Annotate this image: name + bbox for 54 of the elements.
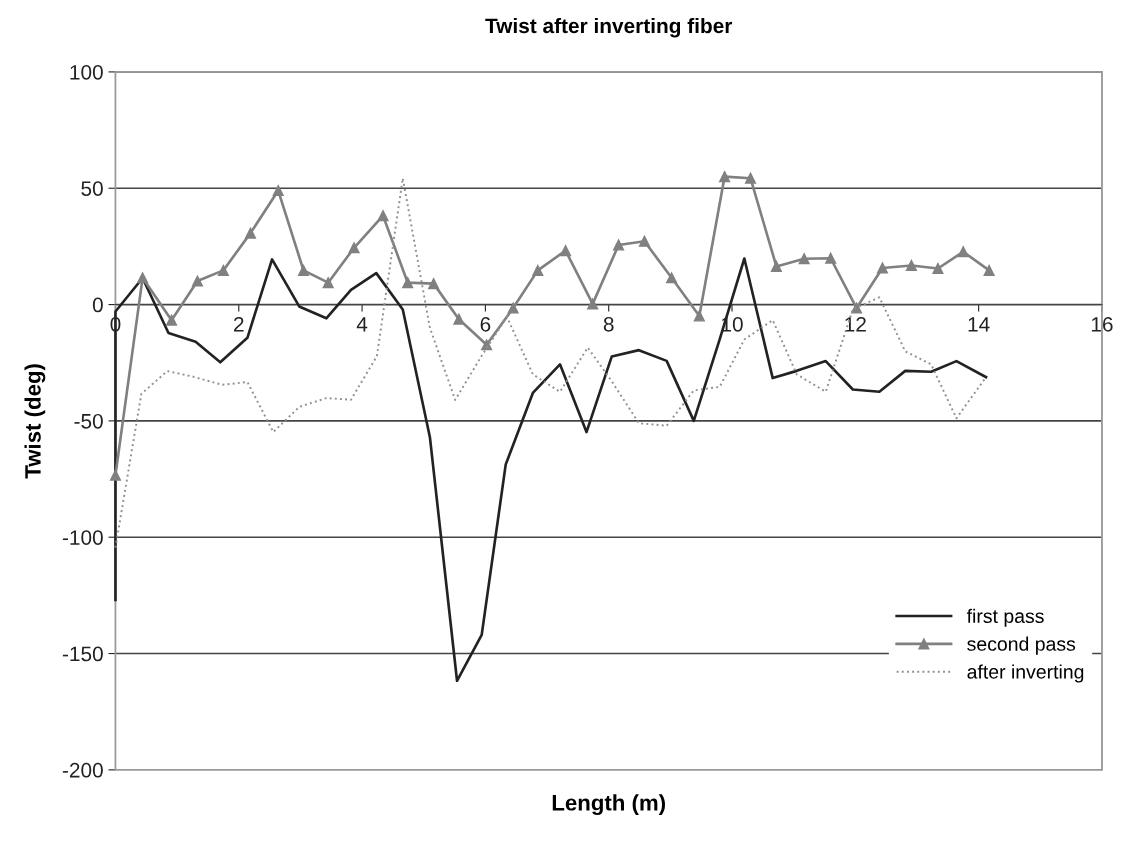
- chart-title: Twist after inverting fiber: [485, 17, 733, 38]
- x-tick-label: 4: [356, 317, 368, 332]
- point: [850, 302, 863, 314]
- y-tick-label: -100: [62, 530, 103, 545]
- point: [137, 272, 149, 284]
- x-tick-label: 12: [845, 316, 866, 332]
- point: [825, 252, 837, 264]
- point: [666, 272, 678, 284]
- point: [587, 298, 599, 310]
- y-tick-label: -200: [62, 762, 103, 778]
- legend-label: second pass: [967, 636, 1076, 655]
- point: [322, 277, 334, 289]
- point: [693, 310, 705, 322]
- point: [932, 262, 944, 275]
- legend-label: first pass: [966, 608, 1044, 627]
- point: [983, 264, 995, 276]
- point: [402, 277, 414, 289]
- point: [507, 302, 519, 314]
- point: [166, 314, 178, 326]
- point: [638, 235, 651, 247]
- point: [109, 469, 122, 481]
- x-axis-title: Length (m): [552, 794, 665, 816]
- point: [428, 278, 440, 290]
- point: [217, 264, 229, 276]
- x-tick-label: 16: [1091, 316, 1113, 332]
- y-tick-label: 0: [92, 297, 103, 313]
- point: [905, 259, 917, 272]
- point: [481, 339, 493, 351]
- point: [191, 275, 204, 287]
- point: [297, 264, 310, 276]
- legend-label: after inverting: [967, 664, 1084, 683]
- y-axis-title: Twist (deg): [24, 364, 46, 479]
- point: [244, 227, 257, 239]
- point: [348, 242, 360, 254]
- x-tick-label: 2: [234, 316, 244, 332]
- point: [744, 172, 757, 184]
- point: [559, 245, 572, 257]
- point: [453, 313, 465, 325]
- point: [613, 239, 625, 251]
- point: [876, 262, 889, 274]
- x-tick-label: 14: [968, 317, 990, 332]
- point: [272, 185, 284, 197]
- point: [957, 246, 969, 258]
- y-tick-label: -150: [62, 646, 103, 662]
- point: [719, 171, 731, 183]
- x-tick-label: 8: [603, 316, 614, 332]
- point: [770, 260, 782, 272]
- point: [377, 210, 389, 222]
- y-tick-label: 100: [70, 64, 103, 80]
- point: [798, 253, 810, 265]
- point: [532, 264, 544, 276]
- y-tick-label: -50: [74, 413, 103, 429]
- y-tick-label: 50: [81, 181, 103, 196]
- x-tick-label: 6: [480, 316, 491, 332]
